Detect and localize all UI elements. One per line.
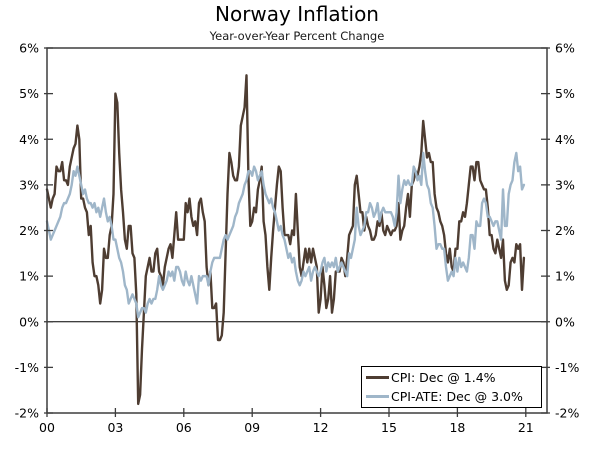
y-axis-label-right: 6% bbox=[555, 41, 575, 56]
y-axis-label-right: 2% bbox=[555, 223, 575, 238]
x-axis-label: 00 bbox=[39, 420, 55, 435]
cpi-ate-line bbox=[45, 151, 526, 319]
x-axis-label: 21 bbox=[518, 420, 534, 435]
y-axis-label-left: -1% bbox=[15, 360, 39, 375]
x-axis-label: 09 bbox=[244, 420, 260, 435]
y-axis-label-right: 5% bbox=[555, 86, 575, 101]
x-axis-label: 12 bbox=[313, 420, 329, 435]
legend: CPI: Dec @ 1.4% CPI-ATE: Dec @ 3.0% bbox=[361, 366, 542, 408]
chart-title: Norway Inflation bbox=[215, 2, 379, 26]
y-axis-label-left: 5% bbox=[19, 86, 39, 101]
y-axis-label-left: 3% bbox=[19, 177, 39, 192]
y-axis-label-right: -2% bbox=[555, 406, 579, 421]
chart-subtitle: Year-over-Year Percent Change bbox=[209, 29, 385, 43]
cpi-line bbox=[45, 74, 526, 406]
legend-item-cpi: CPI: Dec @ 1.4% bbox=[366, 369, 537, 386]
y-axis-label-right: 4% bbox=[555, 132, 575, 147]
y-axis-label-left: 4% bbox=[19, 132, 39, 147]
cpi-ate-line-swatch-icon bbox=[366, 394, 389, 398]
y-axis-label-right: 0% bbox=[555, 314, 575, 329]
y-axis-label-left: 2% bbox=[19, 223, 39, 238]
x-axis-label: 03 bbox=[107, 420, 123, 435]
y-axis-label-right: 1% bbox=[555, 269, 575, 284]
legend-item-cpi-ate: CPI-ATE: Dec @ 3.0% bbox=[366, 388, 537, 405]
y-axis-label-right: 3% bbox=[555, 177, 575, 192]
legend-label-cpi-ate: CPI-ATE: Dec @ 3.0% bbox=[391, 388, 523, 404]
x-axis-label: 06 bbox=[176, 420, 192, 435]
y-axis-label-left: 1% bbox=[19, 269, 39, 284]
y-axis-label-left: 6% bbox=[19, 41, 39, 56]
x-axis-label: 15 bbox=[381, 420, 397, 435]
y-axis-label-left: -2% bbox=[15, 406, 39, 421]
legend-label-cpi: CPI: Dec @ 1.4% bbox=[391, 370, 496, 386]
x-axis-label: 18 bbox=[449, 420, 465, 435]
cpi-line-swatch-icon bbox=[366, 376, 389, 380]
y-axis-label-left: 0% bbox=[19, 314, 39, 329]
y-axis-label-right: -1% bbox=[555, 360, 579, 375]
